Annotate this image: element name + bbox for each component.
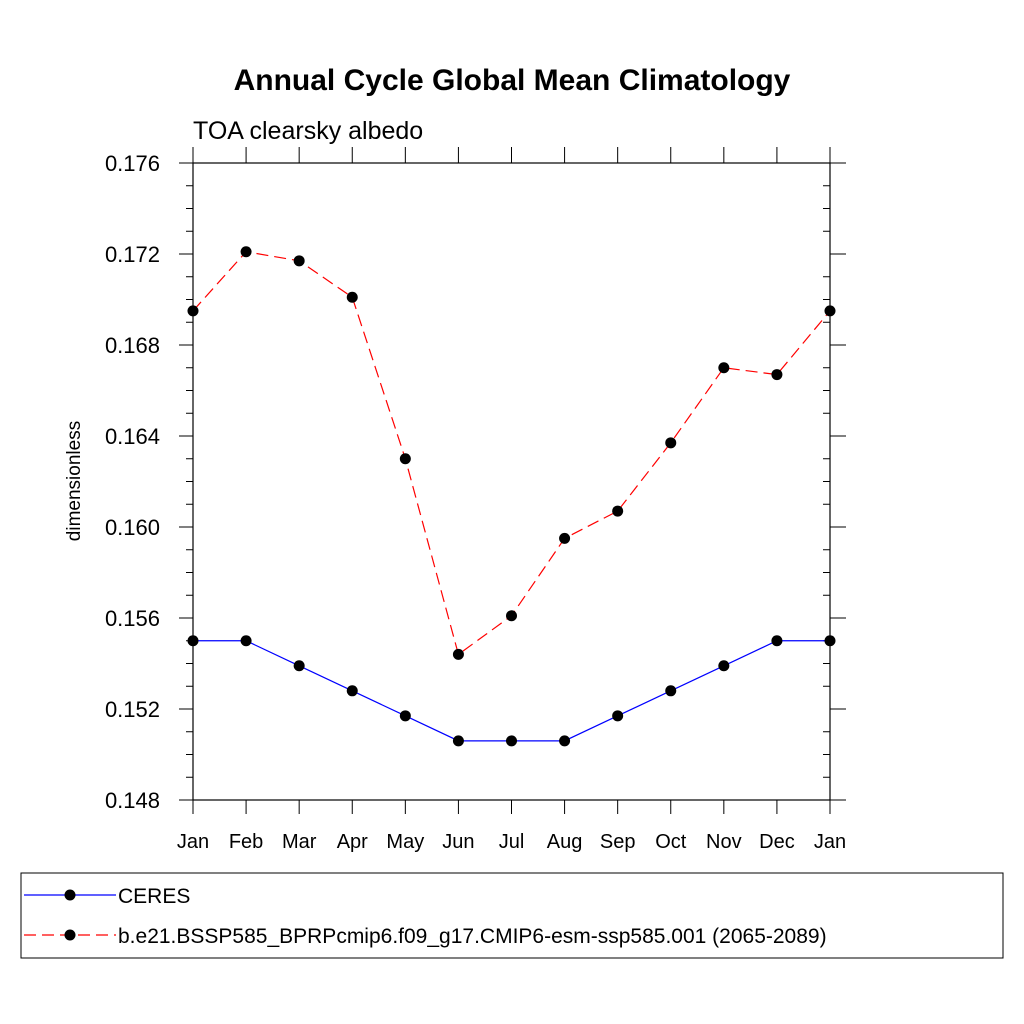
tick-labels-layer: 0.148 0.152 0.156 0.160 0.164 0.168 0.172 0.176… (105, 151, 846, 853)
data-point-series-2 (665, 437, 677, 449)
data-point-series-2 (506, 610, 517, 622)
x-tick-label: Sep (600, 831, 636, 853)
x-tick-label: Jun (442, 831, 474, 853)
data-point-series-1 (612, 710, 624, 722)
data-point-series-2 (399, 453, 411, 465)
x-tick-label: Oct (655, 831, 687, 853)
data-point-series-2 (612, 505, 624, 517)
data-point-series-1 (559, 735, 571, 747)
x-tick-label: Aug (547, 831, 583, 853)
chart-title: Annual Cycle Global Mean Climatology (234, 64, 791, 97)
series-line-2 (192, 251, 831, 656)
data-point-series-2 (559, 532, 571, 544)
y-axis-label: dimensionless (64, 421, 85, 541)
data-point-series-1 (506, 735, 517, 747)
series-line-1 (193, 640, 830, 742)
plot-frame (192, 162, 831, 801)
data-point-series-2 (771, 369, 783, 381)
legend-label-1: CERES (118, 885, 190, 908)
legend-box (20, 872, 1004, 959)
y-tick-label: 0.152 (105, 697, 160, 722)
data-point-series-2 (240, 246, 252, 258)
y-tick-label: 0.168 (105, 333, 160, 358)
x-tick-label: Apr (337, 831, 368, 853)
data-point-series-1 (771, 635, 783, 647)
series-layer (187, 246, 836, 747)
data-point-series-1 (718, 660, 730, 672)
data-point-series-1 (665, 685, 677, 697)
data-point-series-2 (718, 362, 730, 374)
data-point-series-2 (452, 648, 464, 660)
ticks-layer (179, 147, 846, 814)
x-tick-label: Jul (499, 831, 525, 853)
data-point-series-2 (293, 255, 305, 267)
data-point-series-2 (346, 291, 358, 303)
y-tick-label: 0.148 (105, 788, 160, 813)
y-tick-label: 0.160 (105, 515, 160, 540)
y-tick-label: 0.176 (105, 151, 160, 176)
legend-marker-1 (64, 889, 76, 901)
x-tick-label: Mar (282, 831, 317, 853)
chart-subtitle: TOA clearsky albedo (193, 117, 423, 145)
data-point-series-1 (452, 735, 464, 747)
x-tick-label: May (386, 831, 424, 853)
x-tick-label: Feb (229, 831, 263, 853)
legend-marker-2 (64, 929, 76, 941)
x-tick-label: Nov (706, 831, 742, 853)
data-point-series-1 (346, 685, 358, 697)
x-tick-label: Jan (177, 831, 209, 853)
y-tick-label: 0.172 (105, 242, 160, 267)
legend-label-2: b.e21.BSSP585_BPRPcmip6.f09_g17.CMIP6-es… (118, 925, 827, 948)
legend: CERES b.e21.BSSP585_BPRPcmip6.f09_g17.CMI… (24, 885, 827, 948)
data-point-series-1 (293, 660, 305, 672)
data-point-series-1 (399, 710, 411, 722)
x-tick-label: Dec (759, 831, 795, 853)
y-tick-label: 0.164 (105, 424, 160, 449)
data-point-series-1 (240, 635, 252, 647)
y-tick-label: 0.156 (105, 606, 160, 631)
x-tick-label: Jan (814, 831, 846, 853)
